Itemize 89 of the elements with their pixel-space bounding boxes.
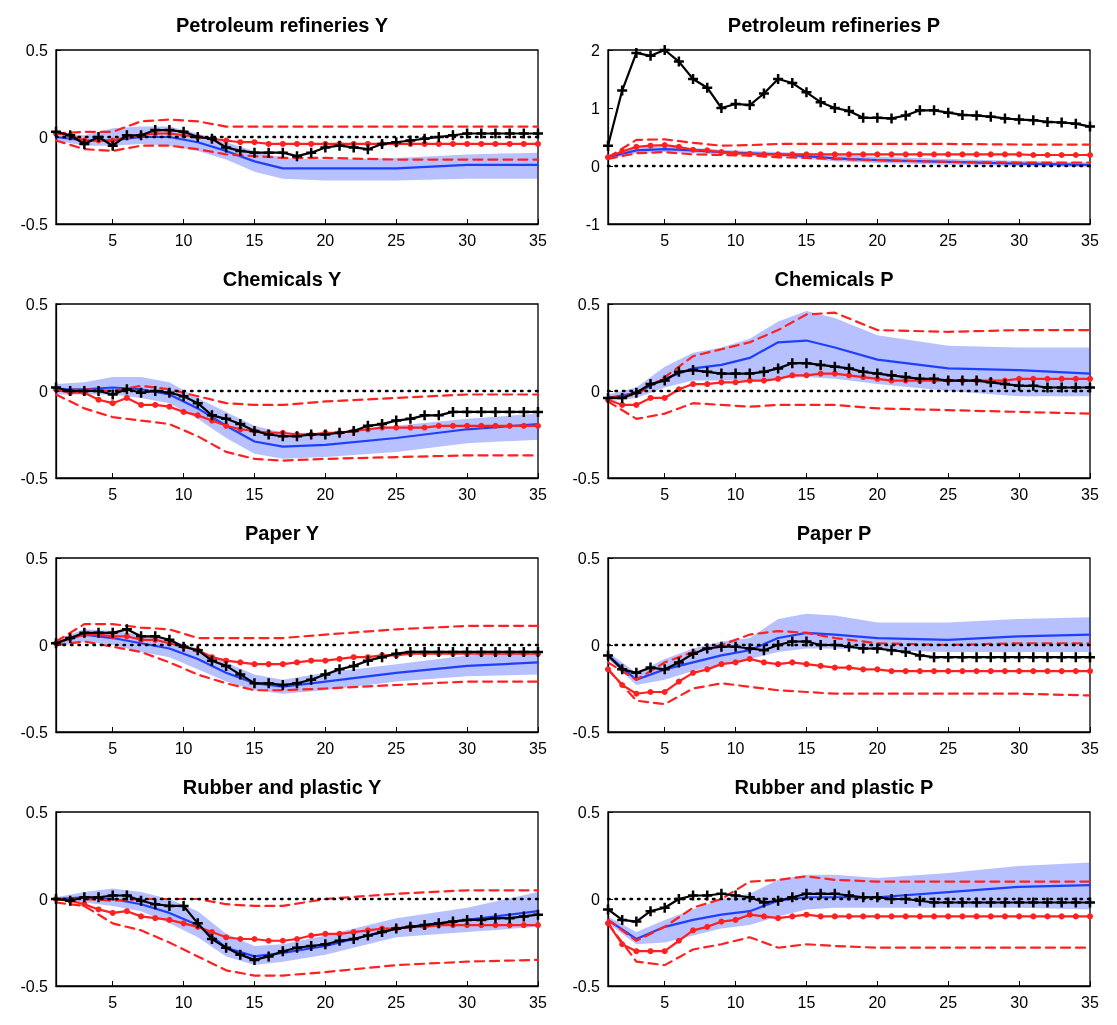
x-tick-label: 25 <box>939 485 958 503</box>
x-tick-label: 15 <box>245 231 264 249</box>
x-tick-label: 25 <box>939 231 958 249</box>
x-tick-label: 10 <box>174 485 193 503</box>
x-tick-label: 20 <box>316 231 335 249</box>
chart-title: Chemicals P <box>774 268 894 290</box>
y-tick-label: -0.5 <box>572 469 601 487</box>
y-tick-label: 0 <box>591 157 601 175</box>
x-tick-label: 5 <box>660 485 670 503</box>
y-tick-label: -0.5 <box>20 215 49 233</box>
x-tick-label: 35 <box>1081 993 1099 1011</box>
x-tick-label: 20 <box>868 485 887 503</box>
x-tick-label: 5 <box>108 993 118 1011</box>
x-tick-label: 5 <box>108 231 118 249</box>
x-tick-label: 30 <box>1010 993 1029 1011</box>
y-tick-label: 2 <box>591 41 601 59</box>
x-tick-label: 25 <box>387 993 406 1011</box>
y-tick-label: -1 <box>585 215 601 233</box>
y-tick-label: 0.5 <box>25 803 49 821</box>
x-tick-label: 10 <box>726 993 745 1011</box>
y-tick-label: 0.5 <box>577 803 601 821</box>
x-tick-label: 5 <box>660 993 670 1011</box>
y-tick-label: -0.5 <box>572 977 601 995</box>
x-tick-label: 35 <box>529 231 547 249</box>
x-tick-label: 30 <box>458 993 477 1011</box>
chart-title: Chemicals Y <box>222 268 342 290</box>
y-tick-label: 0.5 <box>577 295 601 313</box>
y-tick-label: 0.5 <box>25 41 49 59</box>
x-tick-label: 20 <box>316 739 335 757</box>
y-tick-label: 0 <box>591 890 601 908</box>
x-tick-label: 35 <box>1081 485 1099 503</box>
y-tick-label: -0.5 <box>20 469 49 487</box>
x-tick-label: 15 <box>797 993 816 1011</box>
x-tick-label: 20 <box>868 739 887 757</box>
x-tick-label: 10 <box>174 231 193 249</box>
chart-title: Rubber and plastic Y <box>182 776 382 798</box>
x-tick-label: 20 <box>868 993 887 1011</box>
x-tick-label: 20 <box>316 993 335 1011</box>
y-tick-label: 0.5 <box>25 295 49 313</box>
x-tick-label: 15 <box>245 739 264 757</box>
x-tick-label: 5 <box>108 485 118 503</box>
x-tick-label: 10 <box>726 739 745 757</box>
x-tick-label: 30 <box>458 739 477 757</box>
x-tick-label: 20 <box>868 231 887 249</box>
x-tick-label: 5 <box>660 231 670 249</box>
y-tick-label: 0.5 <box>25 549 49 567</box>
x-tick-label: 15 <box>245 993 264 1011</box>
x-tick-label: 10 <box>174 993 193 1011</box>
x-tick-label: 20 <box>316 485 335 503</box>
x-tick-label: 25 <box>939 993 958 1011</box>
x-tick-label: 35 <box>1081 231 1099 249</box>
x-tick-label: 30 <box>458 231 477 249</box>
y-tick-label: 1 <box>591 99 601 117</box>
x-tick-label: 30 <box>458 485 477 503</box>
x-tick-label: 25 <box>939 739 958 757</box>
x-tick-label: 25 <box>387 739 406 757</box>
chart-title: Paper P <box>796 522 872 544</box>
x-tick-label: 15 <box>797 485 816 503</box>
x-tick-label: 15 <box>245 485 264 503</box>
chart-title: Petroleum refineries P <box>727 14 941 36</box>
y-tick-label: 0 <box>591 382 601 400</box>
chart-title: Rubber and plastic P <box>734 776 934 798</box>
x-tick-label: 5 <box>660 739 670 757</box>
x-tick-label: 35 <box>1081 739 1099 757</box>
y-tick-label: -0.5 <box>572 723 601 741</box>
x-tick-label: 10 <box>174 739 193 757</box>
x-tick-label: 25 <box>387 485 406 503</box>
y-tick-label: -0.5 <box>20 723 49 741</box>
chart-title: Petroleum refineries Y <box>176 14 389 36</box>
y-tick-label: 0.5 <box>577 549 601 567</box>
x-tick-label: 25 <box>387 231 406 249</box>
x-tick-label: 30 <box>1010 231 1029 249</box>
y-tick-label: 0 <box>591 636 601 654</box>
y-tick-label: 0 <box>39 382 49 400</box>
x-tick-label: 15 <box>797 739 816 757</box>
x-tick-label: 10 <box>726 485 745 503</box>
x-tick-label: 35 <box>529 485 547 503</box>
x-tick-label: 30 <box>1010 485 1029 503</box>
x-tick-label: 10 <box>726 231 745 249</box>
x-tick-label: 15 <box>797 231 816 249</box>
y-tick-label: 0 <box>39 890 49 908</box>
chart-title: Paper Y <box>244 522 320 544</box>
x-tick-label: 5 <box>108 739 118 757</box>
x-tick-label: 35 <box>529 739 547 757</box>
x-tick-label: 30 <box>1010 739 1029 757</box>
y-tick-label: -0.5 <box>20 977 49 995</box>
x-tick-label: 35 <box>529 993 547 1011</box>
y-tick-label: 0 <box>39 128 49 146</box>
y-tick-label: 0 <box>39 636 49 654</box>
